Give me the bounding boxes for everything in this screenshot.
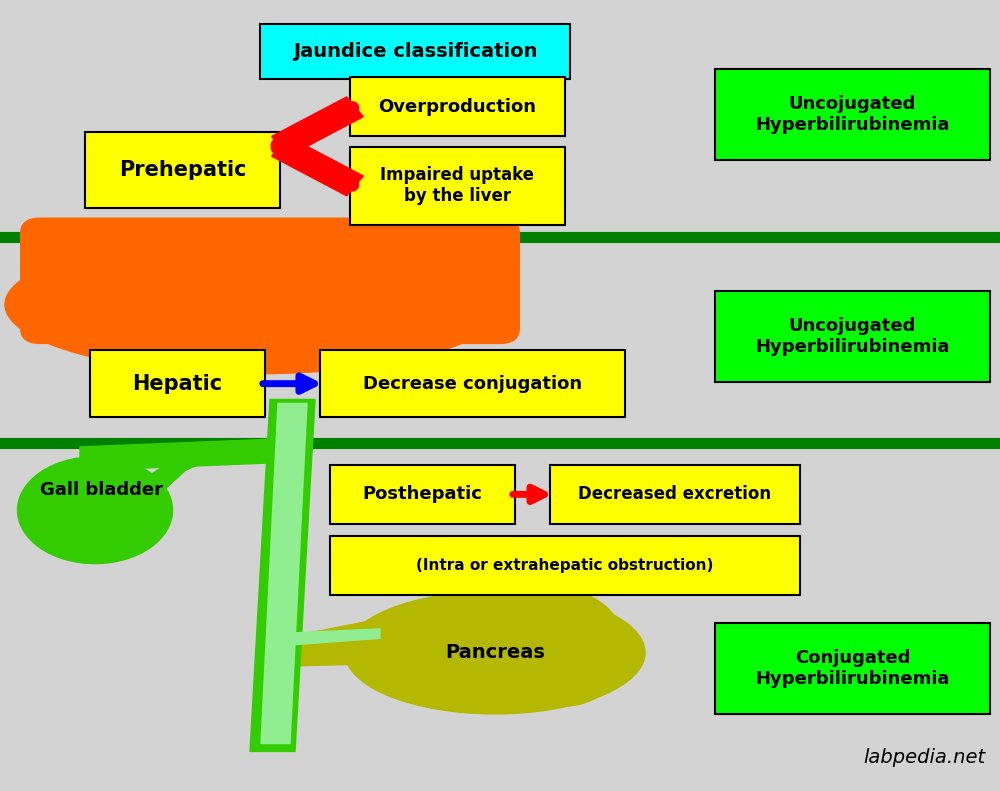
Polygon shape	[80, 439, 275, 471]
Text: Posthepatic: Posthepatic	[363, 486, 482, 503]
Text: Overproduction: Overproduction	[378, 98, 536, 115]
Text: Decreased excretion: Decreased excretion	[578, 486, 772, 503]
Text: labpedia.net: labpedia.net	[863, 748, 985, 767]
FancyBboxPatch shape	[85, 132, 280, 207]
Polygon shape	[285, 621, 400, 666]
Text: Prehepatic: Prehepatic	[119, 160, 246, 180]
Text: Uncojugated
Hyperbilirubinemia: Uncojugated Hyperbilirubinemia	[755, 95, 950, 134]
Text: Pancreas: Pancreas	[445, 643, 545, 662]
Ellipse shape	[18, 456, 173, 563]
Text: Gall bladder: Gall bladder	[40, 482, 163, 499]
FancyBboxPatch shape	[350, 147, 565, 225]
FancyBboxPatch shape	[715, 70, 990, 161]
FancyBboxPatch shape	[715, 291, 990, 382]
Ellipse shape	[505, 592, 625, 706]
FancyBboxPatch shape	[550, 465, 800, 524]
Text: Conjugated
Hyperbilirubinemia: Conjugated Hyperbilirubinemia	[755, 649, 950, 688]
FancyBboxPatch shape	[330, 536, 800, 596]
FancyBboxPatch shape	[320, 350, 625, 418]
Text: (Intra or extrahepatic obstruction): (Intra or extrahepatic obstruction)	[416, 558, 714, 573]
Ellipse shape	[345, 592, 645, 713]
FancyBboxPatch shape	[20, 218, 520, 344]
Text: Decrease conjugation: Decrease conjugation	[363, 375, 582, 392]
Ellipse shape	[130, 233, 510, 312]
Polygon shape	[272, 97, 363, 156]
Text: Impaired uptake
by the liver: Impaired uptake by the liver	[380, 166, 534, 206]
Polygon shape	[267, 629, 380, 646]
Text: Jaundice classification: Jaundice classification	[293, 42, 537, 61]
FancyBboxPatch shape	[715, 623, 990, 713]
Text: Hepatic: Hepatic	[132, 373, 223, 394]
Polygon shape	[250, 399, 315, 751]
Text: Uncojugated
Hyperbilirubinemia: Uncojugated Hyperbilirubinemia	[755, 316, 950, 356]
Ellipse shape	[5, 236, 505, 374]
FancyBboxPatch shape	[350, 78, 565, 137]
Polygon shape	[272, 137, 363, 195]
FancyBboxPatch shape	[330, 465, 515, 524]
Polygon shape	[130, 447, 210, 502]
FancyBboxPatch shape	[90, 350, 265, 418]
Polygon shape	[261, 403, 307, 744]
FancyBboxPatch shape	[260, 24, 570, 79]
